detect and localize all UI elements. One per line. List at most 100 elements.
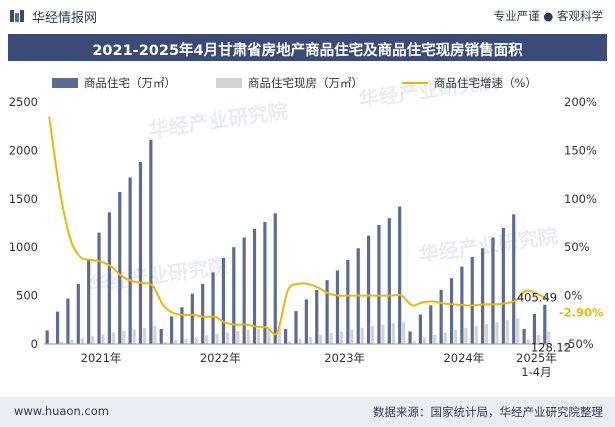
bar-existing	[91, 336, 95, 344]
y-right-tick-label: 100%	[564, 192, 597, 206]
watermark-text: 华经产业研究院	[417, 224, 559, 267]
top-bar: 华经情报网 专业严谨 ● 客观科学	[0, 0, 615, 32]
bars	[45, 139, 551, 344]
bar-existing	[381, 324, 385, 344]
bar-existing	[360, 327, 364, 344]
bar-existing	[59, 341, 64, 344]
y-left-tick-label: 0	[31, 337, 38, 351]
bar-existing	[111, 332, 115, 344]
bar-sales	[429, 305, 433, 344]
bar-existing	[443, 332, 447, 344]
brand-name: 华经情报网	[32, 11, 98, 26]
bar-sales	[128, 177, 132, 344]
bar-sales	[242, 237, 246, 344]
bar-sales	[346, 259, 350, 344]
bar-existing	[370, 326, 375, 344]
bar-sales	[201, 283, 205, 344]
bar-sales	[149, 139, 153, 344]
bar-sales	[491, 237, 495, 344]
bar-sales	[408, 331, 412, 344]
data-label-growth: -2.90%	[559, 305, 604, 319]
bar-sales	[284, 328, 288, 344]
bar-existing	[402, 322, 406, 344]
bar-sales	[66, 298, 70, 344]
y-right-tick-label: 150%	[564, 143, 597, 157]
y-left-tick-label: 2500	[9, 95, 38, 109]
legend-swatch	[52, 78, 78, 88]
bar-existing	[474, 326, 478, 344]
bar-sales	[138, 162, 143, 344]
bar-sales	[335, 270, 340, 344]
bar-sales	[315, 289, 319, 344]
watermark-text: 华经产业研究院	[147, 99, 289, 142]
bar-existing	[215, 333, 219, 344]
chart-title: 2021-2025年4月甘肃省房地产商品住宅及商品住宅现房销售面积	[92, 43, 523, 59]
bar-sales	[304, 299, 308, 344]
bar-existing	[70, 339, 74, 344]
bar-sales	[263, 222, 267, 344]
bar-existing	[412, 341, 416, 344]
bar-existing	[464, 328, 468, 344]
bar-sales	[232, 247, 236, 344]
bar-existing	[485, 324, 489, 344]
bar-existing	[246, 329, 250, 344]
bar-sales	[387, 218, 391, 344]
bar-sales	[543, 304, 547, 344]
bar-existing	[526, 339, 530, 344]
bar-sales	[273, 213, 277, 344]
bar-sales	[294, 311, 298, 344]
bar-sales	[532, 313, 537, 344]
y-right-tick-label: 200%	[564, 95, 597, 109]
bar-existing	[308, 336, 312, 344]
legend-label: 商品住宅（万㎡）	[84, 76, 176, 90]
bar-sales	[522, 328, 526, 344]
bar-existing	[163, 342, 167, 344]
bar-existing	[547, 331, 551, 344]
bar-sales	[55, 311, 60, 344]
bar-existing	[329, 332, 333, 344]
x-tick-label: 2025年 1-4月	[516, 351, 557, 379]
bar-sales	[481, 248, 485, 344]
bar-existing	[495, 322, 499, 344]
bar-existing	[236, 330, 240, 344]
bar-existing	[422, 337, 427, 344]
bar-existing	[277, 326, 281, 344]
bar-sales	[169, 316, 174, 344]
website-link[interactable]: www.huaon.com	[14, 404, 109, 418]
tagline: 专业严谨 ● 客观科学	[493, 9, 603, 23]
data-label-existing: 128.12	[531, 341, 571, 355]
bar-existing	[132, 329, 136, 344]
bar-sales	[449, 278, 454, 344]
bar-existing	[256, 328, 261, 344]
x-tick-label: 2023年	[324, 351, 365, 365]
bar-sales	[512, 214, 516, 344]
data-source: 数据来源：国家统计局，华经产业研究院整理	[373, 405, 603, 419]
bar-existing	[101, 334, 105, 344]
bar-existing	[122, 330, 126, 344]
bar-sales	[76, 283, 80, 344]
bar-existing	[267, 327, 271, 344]
y-left-tick-label: 1500	[9, 192, 38, 206]
bar-existing	[153, 326, 157, 344]
x-tick-label: 2024年	[443, 351, 484, 365]
footer: www.huaon.com 数据来源：国家统计局，华经产业研究院整理	[0, 397, 615, 427]
legend-label: 商品住宅增速（%）	[434, 76, 537, 90]
y-right-tick-label: 50%	[564, 240, 590, 254]
bar-sales	[211, 272, 215, 344]
bar-existing	[536, 334, 541, 344]
bar-existing	[173, 340, 178, 344]
bar-sales	[325, 280, 329, 344]
bar-existing	[350, 329, 354, 344]
logo-icon	[10, 10, 24, 22]
title-bar: 2021-2025年4月甘肃省房地产商品住宅及商品住宅现房销售面积	[8, 34, 607, 61]
bar-existing	[225, 332, 230, 344]
bar-sales	[45, 330, 49, 344]
bar-sales	[439, 289, 443, 344]
y-left-tick-label: 1000	[9, 240, 38, 254]
y-left-tick-label: 2000	[9, 143, 38, 157]
bar-sales	[470, 256, 474, 344]
bar-sales	[118, 192, 122, 344]
bar-existing	[288, 341, 292, 344]
bar-existing	[298, 338, 302, 344]
bar-existing	[453, 329, 458, 344]
